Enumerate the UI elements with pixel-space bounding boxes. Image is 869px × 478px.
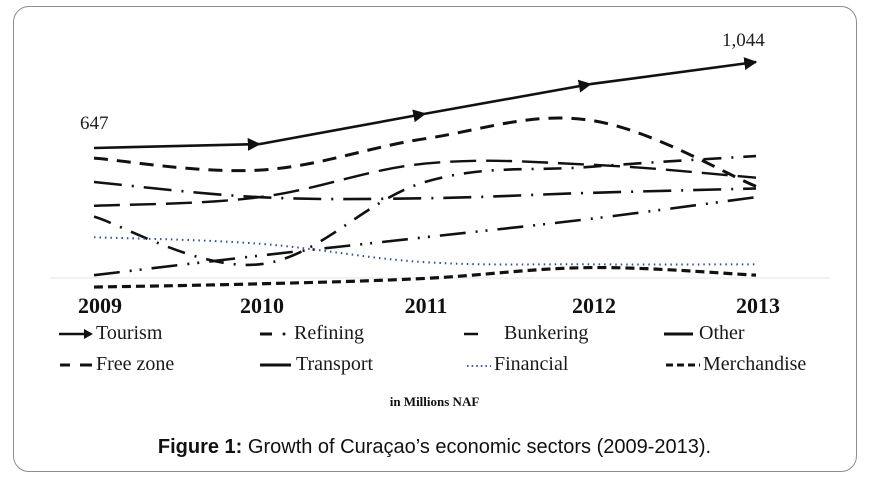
data-point-tourism-2012 (588, 81, 594, 87)
legend-item-financial: Financial (466, 353, 568, 376)
legend-item-tourism: Tourism (58, 322, 162, 345)
x-tick-label: 2009 (78, 293, 122, 318)
series-line-other (93, 180, 757, 201)
data-point-bunkering-2013 (753, 175, 759, 181)
data-point-bunkering-2011 (422, 161, 428, 167)
data-point-merchandise-2010 (257, 281, 263, 287)
data-point-other-2011 (422, 195, 428, 201)
short-dashed-line-icon (666, 363, 700, 366)
x-tick-label: 2011 (404, 293, 448, 318)
series-line-bunkering (93, 159, 757, 208)
legend-item-free-zone: Free zone (58, 353, 174, 376)
data-point-transport-2012 (588, 216, 594, 222)
x-tick-label: 2013 (736, 293, 780, 318)
data-point-other-2010 (257, 194, 263, 200)
legend-item-bunkering: Bunkering (462, 322, 588, 345)
data-point-financial-2011 (422, 259, 428, 265)
data-point-transport-2011 (422, 234, 428, 240)
data-point-tourism-2010 (257, 141, 263, 147)
dotted-line-icon (467, 364, 491, 367)
data-point-tourism-2009 (91, 145, 97, 151)
legend-item-other: Other (663, 322, 745, 345)
legend-label: Tourism (96, 322, 163, 344)
data-point-other-2009 (91, 179, 97, 185)
figure-number: Figure 1: (157, 436, 243, 458)
series-line-financial (93, 236, 757, 266)
data-point-merchandise-2011 (422, 275, 428, 281)
legend-label: Other (699, 322, 745, 344)
figure-title: Growth of Curaçao’s economic sectors (20… (247, 436, 712, 458)
legend-item-transport: Transport (258, 353, 373, 376)
legend-label: Merchandise (703, 353, 807, 375)
series-line-tourism-segment (259, 109, 427, 146)
dash-line-icon (464, 332, 478, 335)
legend-label: Bunkering (504, 322, 589, 344)
data-point-bunkering-2009 (91, 203, 97, 209)
plot-area (50, 10, 820, 278)
dash-dot-line-icon (260, 332, 286, 335)
data-point-refining-2011 (422, 179, 428, 185)
data-point-refining-2013 (753, 153, 759, 159)
legend-item-merchandise: Merchandise (665, 353, 806, 376)
arrow-line-icon (59, 328, 93, 339)
series-line-tourism-segment (424, 79, 592, 116)
data-point-financial-2010 (257, 241, 263, 247)
data-point-free-zone-2011 (422, 136, 428, 142)
solid-line-icon (664, 332, 693, 335)
units-label: in Millions NAF (389, 394, 480, 409)
data-point-free-zone-2009 (91, 155, 97, 161)
dashed-line-icon (60, 363, 92, 366)
data-point-transport-2010 (257, 253, 263, 259)
data-point-financial-2009 (91, 234, 97, 240)
solid-line-icon (260, 363, 291, 366)
data-point-refining-2010 (257, 261, 263, 267)
data-point-refining-2009 (91, 214, 97, 220)
data-point-refining-2012 (588, 164, 594, 170)
series-line-merchandise (93, 265, 757, 289)
legend-label: Refining (294, 322, 364, 344)
x-tick-label: 2012 (572, 293, 616, 318)
series-line-free-zone (93, 116, 757, 188)
data-point-merchandise-2009 (91, 284, 97, 290)
data-point-merchandise-2013 (753, 272, 759, 278)
data-point-transport-2013 (753, 194, 759, 200)
data-point-other-2012 (588, 190, 594, 196)
plot-baseline (50, 277, 830, 279)
data-point-free-zone-2010 (257, 167, 263, 173)
legend-label: Free zone (96, 353, 175, 375)
data-point-financial-2013 (753, 261, 759, 267)
data-point-free-zone-2012 (588, 117, 594, 123)
legend-item-refining: Refining (258, 322, 364, 345)
annotation-end-value: 1,044 (722, 30, 765, 51)
data-point-transport-2009 (91, 272, 97, 278)
x-tick-label: 2010 (240, 293, 284, 318)
legend-label: Financial (494, 353, 569, 375)
data-point-merchandise-2012 (588, 265, 594, 271)
annotation-start-value: 647 (80, 113, 109, 134)
data-point-other-2013 (753, 186, 759, 192)
legend-label: Transport (296, 353, 374, 375)
figure-caption: Figure 1: Growth of Curaçao’s economic s… (0, 436, 869, 459)
series-line-tourism-segment (590, 57, 758, 86)
series-line-tourism-segment (93, 137, 261, 151)
data-point-tourism-2011 (422, 111, 428, 117)
data-point-tourism-2013 (753, 59, 759, 65)
series-line-refining (93, 154, 757, 267)
